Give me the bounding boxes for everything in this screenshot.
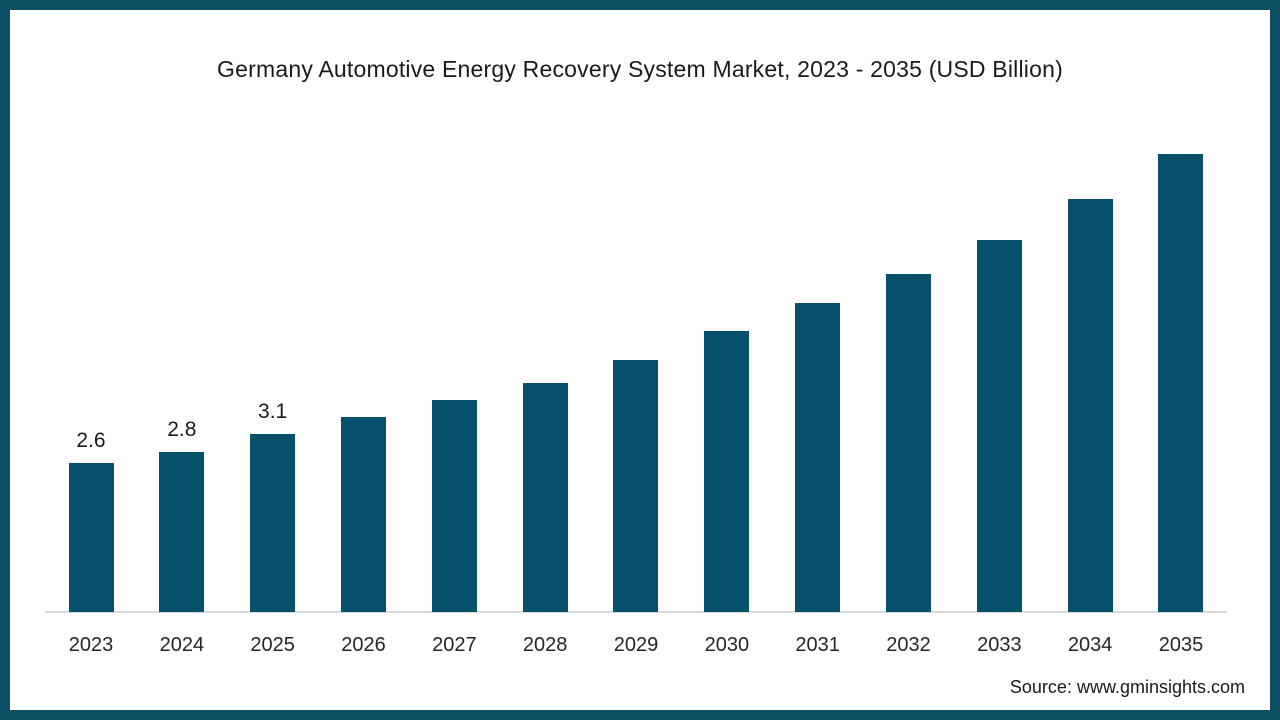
bar-2034 — [1067, 199, 1113, 612]
x-tick-2029: 2029 — [613, 634, 659, 656]
bar-2035 — [1158, 153, 1204, 612]
x-tick-2026: 2026 — [341, 634, 386, 656]
x-tick-2030: 2030 — [704, 634, 750, 656]
x-axis-line — [45, 611, 1227, 613]
bar-2029 — [613, 359, 659, 612]
bar-2032 — [885, 273, 931, 612]
x-tick-2025: 2025 — [250, 634, 295, 656]
x-tick-2032: 2032 — [886, 634, 931, 656]
source-attribution: Source: www.gminsights.com — [1009, 677, 1245, 697]
bar-2023 — [68, 463, 114, 612]
x-tick-2031: 2031 — [795, 634, 840, 656]
chart-title: Germany Automotive Energy Recovery Syste… — [217, 56, 1063, 82]
bar-2027 — [431, 399, 477, 612]
x-tick-2034: 2034 — [1067, 634, 1113, 656]
bar-2025 — [250, 434, 296, 612]
bar-2033 — [976, 239, 1022, 612]
bar-value-label-2025: 3.1 — [258, 400, 288, 424]
bar-value-label-2023: 2.6 — [76, 429, 106, 453]
x-tick-2028: 2028 — [522, 634, 568, 656]
x-tick-2024: 2024 — [159, 634, 205, 656]
bar-2028 — [522, 382, 568, 612]
bar-value-label-2024: 2.8 — [167, 417, 197, 441]
x-tick-2027: 2027 — [432, 634, 477, 656]
bar-2026 — [340, 417, 386, 612]
bar-2030 — [704, 331, 750, 612]
x-tick-2023: 2023 — [68, 634, 114, 656]
x-tick-2033: 2033 — [977, 634, 1022, 656]
bar-2024 — [159, 451, 205, 612]
bar-2031 — [795, 302, 841, 612]
x-tick-2035: 2035 — [1158, 634, 1204, 656]
